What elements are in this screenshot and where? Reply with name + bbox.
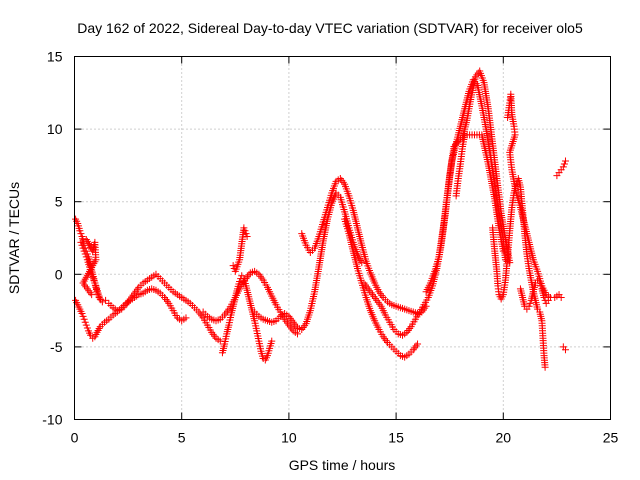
data-point xyxy=(88,291,96,299)
series-track-8 xyxy=(298,174,430,318)
data-point xyxy=(268,337,276,345)
data-point-interp xyxy=(537,282,545,290)
y-tick-label-0: -10 xyxy=(42,412,62,428)
series-track-3 xyxy=(77,235,104,303)
data-point xyxy=(525,302,533,310)
data-point xyxy=(102,296,110,304)
data-point xyxy=(561,346,569,354)
data-point xyxy=(557,294,565,302)
data-point xyxy=(544,296,552,304)
x-tick-label-3: 15 xyxy=(388,430,404,446)
data-point xyxy=(241,227,249,235)
y-axis-label: SDTVAR / TECUs xyxy=(6,182,22,294)
data-point xyxy=(540,294,548,302)
data-point-interp xyxy=(81,318,89,326)
data-point xyxy=(536,279,544,287)
series-track-16 xyxy=(553,157,569,354)
data-point xyxy=(182,314,190,322)
y-tick-label-3: 5 xyxy=(55,194,63,210)
series-track-15 xyxy=(516,276,552,313)
data-point xyxy=(77,238,85,246)
data-point-interp xyxy=(79,312,87,320)
data-point xyxy=(560,160,568,168)
series-track-12 xyxy=(452,131,507,255)
series-track-9 xyxy=(341,215,422,361)
y-tick-label-5: 15 xyxy=(47,49,63,65)
x-tick-label-2: 10 xyxy=(281,430,297,446)
chart-title: Day 162 of 2022, Sidereal Day-to-day VTE… xyxy=(77,20,583,36)
plot-frame xyxy=(74,56,611,420)
data-point-interp xyxy=(91,279,99,287)
data-point xyxy=(541,363,549,371)
data-point-interp xyxy=(526,299,534,307)
series-track-6 xyxy=(229,224,251,275)
data-point xyxy=(243,233,251,241)
data-point-interp xyxy=(83,324,91,332)
data-point xyxy=(96,295,104,303)
x-axis-label: GPS time / hours xyxy=(289,457,396,473)
data-point xyxy=(561,157,569,165)
x-tick-label-4: 20 xyxy=(496,430,512,446)
data-point xyxy=(229,262,237,270)
data-point-interp xyxy=(82,253,90,261)
series-track-14 xyxy=(504,90,565,302)
data-point xyxy=(559,163,567,171)
data-point xyxy=(499,247,507,255)
data-point xyxy=(78,310,86,318)
axes: 0 5 10 15 20 25 -10 -5 0 5 10 15 xyxy=(42,49,618,446)
x-tick-label-1: 5 xyxy=(178,430,186,446)
series-track-2 xyxy=(72,285,190,342)
y-tick-label-2: 0 xyxy=(55,266,63,282)
series-track-5 xyxy=(218,272,276,364)
data-point-interp xyxy=(95,292,103,300)
x-tick-label-0: 0 xyxy=(71,430,79,446)
data-point xyxy=(240,224,248,232)
y-tick-label-1: -5 xyxy=(50,339,63,355)
data-points xyxy=(72,67,569,371)
data-point xyxy=(81,250,89,258)
data-point xyxy=(414,340,422,348)
data-point-interp xyxy=(80,247,88,255)
y-tick-label-4: 10 xyxy=(47,121,63,137)
data-point xyxy=(94,289,102,297)
data-point xyxy=(358,259,366,267)
x-tick-label-5: 25 xyxy=(603,430,619,446)
series-track-7 xyxy=(251,189,366,333)
data-point xyxy=(242,230,250,238)
data-point-interp xyxy=(78,241,86,249)
data-point xyxy=(80,315,88,323)
data-point xyxy=(79,244,87,252)
data-point-interp xyxy=(77,230,85,238)
data-point-interp xyxy=(89,273,97,281)
data-point xyxy=(90,276,98,284)
data-point xyxy=(76,227,84,235)
data-point xyxy=(82,321,90,329)
